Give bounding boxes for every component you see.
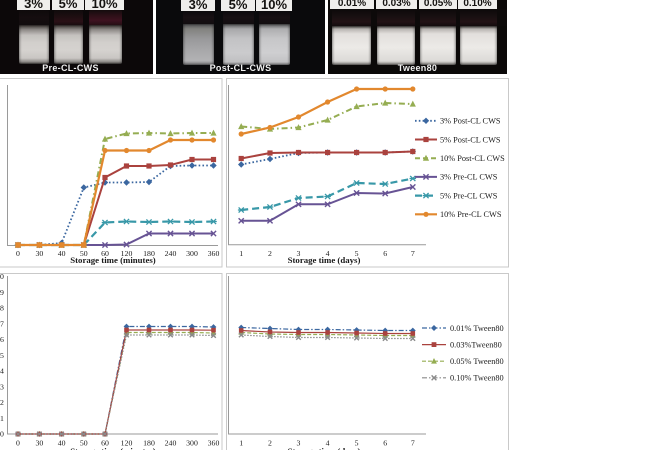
svg-text:3: 3 bbox=[0, 382, 4, 391]
svg-text:30: 30 bbox=[36, 439, 44, 448]
svg-text:1: 1 bbox=[0, 414, 4, 423]
svg-text:60: 60 bbox=[101, 249, 109, 258]
svg-text:5% Post-CL CWS: 5% Post-CL CWS bbox=[440, 135, 501, 144]
svg-text:3% Pre-CL CWS: 3% Pre-CL CWS bbox=[440, 173, 498, 182]
svg-text:40: 40 bbox=[58, 439, 66, 448]
svg-text:2: 2 bbox=[268, 249, 272, 258]
svg-text:360: 360 bbox=[208, 439, 220, 448]
svg-text:180: 180 bbox=[143, 249, 155, 258]
svg-text:0.03%Tween80: 0.03%Tween80 bbox=[450, 340, 502, 349]
svg-text:6: 6 bbox=[0, 335, 4, 344]
svg-text:5: 5 bbox=[0, 351, 4, 360]
svg-text:9: 9 bbox=[0, 288, 4, 297]
svg-text:240: 240 bbox=[165, 439, 177, 448]
svg-text:8: 8 bbox=[0, 304, 4, 313]
svg-text:Storage time (minutes): Storage time (minutes) bbox=[70, 255, 156, 265]
svg-text:0: 0 bbox=[0, 430, 4, 439]
svg-text:60: 60 bbox=[101, 439, 109, 448]
svg-text:1: 1 bbox=[239, 249, 243, 258]
svg-text:Storage time (days): Storage time (days) bbox=[288, 446, 361, 450]
svg-text:Storage time (minutes): Storage time (minutes) bbox=[70, 446, 156, 450]
svg-text:0.10% Tween80: 0.10% Tween80 bbox=[450, 374, 504, 383]
svg-text:0: 0 bbox=[16, 439, 20, 448]
svg-text:10% Post-CL CWS: 10% Post-CL CWS bbox=[440, 154, 505, 163]
svg-text:5: 5 bbox=[355, 249, 359, 258]
svg-text:300: 300 bbox=[186, 249, 198, 258]
svg-text:7: 7 bbox=[0, 319, 4, 328]
svg-text:Storage time (days): Storage time (days) bbox=[288, 255, 361, 265]
svg-text:6: 6 bbox=[383, 249, 387, 258]
svg-text:5: 5 bbox=[355, 439, 359, 448]
svg-text:3% Post-CL CWS: 3% Post-CL CWS bbox=[440, 117, 501, 126]
svg-text:3: 3 bbox=[297, 439, 301, 448]
svg-text:3: 3 bbox=[297, 249, 301, 258]
svg-text:1: 1 bbox=[239, 439, 243, 448]
svg-text:0.01% Tween80: 0.01% Tween80 bbox=[450, 324, 504, 333]
svg-text:120: 120 bbox=[121, 439, 133, 448]
svg-text:2: 2 bbox=[268, 439, 272, 448]
svg-text:4: 4 bbox=[326, 439, 330, 448]
svg-text:120: 120 bbox=[121, 249, 133, 258]
svg-text:50: 50 bbox=[80, 249, 88, 258]
svg-text:7: 7 bbox=[411, 249, 415, 258]
svg-text:0.05% Tween80: 0.05% Tween80 bbox=[450, 357, 504, 366]
svg-text:5% Pre-CL CWS: 5% Pre-CL CWS bbox=[440, 191, 498, 200]
svg-text:4: 4 bbox=[326, 249, 330, 258]
svg-text:0: 0 bbox=[16, 249, 20, 258]
svg-text:360: 360 bbox=[208, 249, 220, 258]
svg-text:0: 0 bbox=[0, 272, 4, 281]
svg-text:4: 4 bbox=[0, 367, 4, 376]
svg-text:2: 2 bbox=[0, 398, 4, 407]
svg-text:50: 50 bbox=[80, 439, 88, 448]
svg-text:10% Pre-CL CWS: 10% Pre-CL CWS bbox=[440, 210, 502, 219]
svg-text:7: 7 bbox=[411, 439, 415, 448]
svg-text:40: 40 bbox=[58, 249, 66, 258]
svg-text:6: 6 bbox=[383, 439, 387, 448]
svg-text:30: 30 bbox=[36, 249, 44, 258]
svg-text:300: 300 bbox=[186, 439, 198, 448]
svg-text:240: 240 bbox=[165, 249, 177, 258]
svg-text:180: 180 bbox=[143, 439, 155, 448]
